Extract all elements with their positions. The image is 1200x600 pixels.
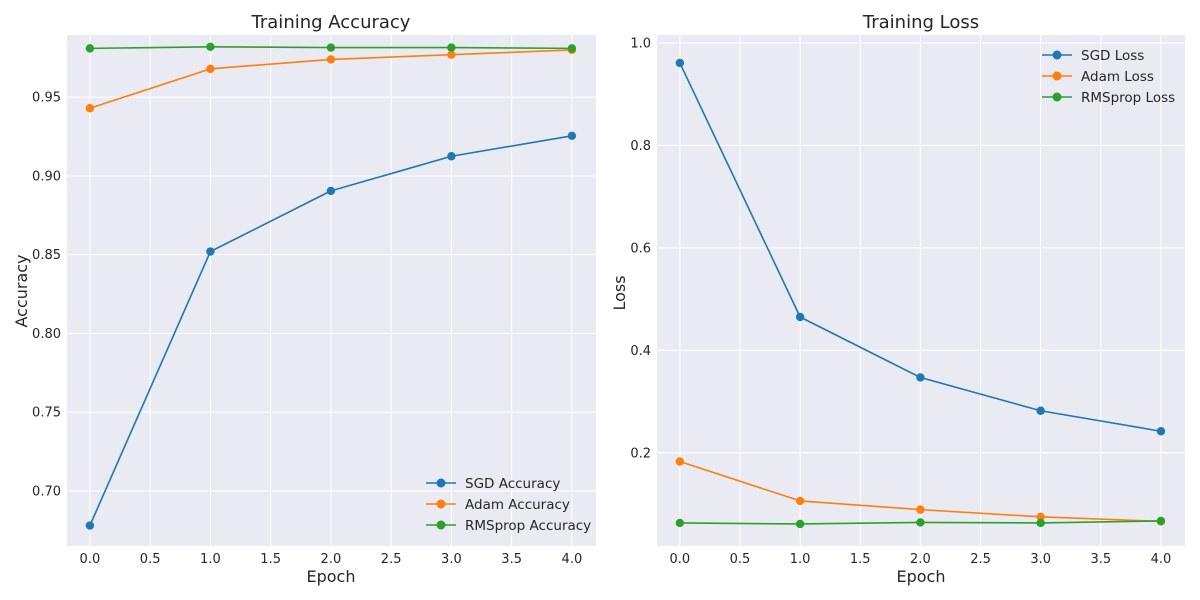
loss-x-tick-label: 4.0	[1151, 552, 1172, 567]
loss-rmsprop-point	[1156, 516, 1166, 526]
accuracy-legend-sgd-label: SGD Accuracy	[465, 476, 560, 492]
loss-x-tick-label: 3.0	[1030, 552, 1051, 567]
loss-adam-point	[795, 496, 805, 506]
loss-legend-rmsprop-label: RMSprop Loss	[1081, 90, 1175, 106]
accuracy-x-tick-label: 2.5	[381, 552, 402, 567]
loss-adam-point	[916, 505, 925, 514]
loss-y-tick-label: 0.2	[630, 446, 651, 461]
loss-adam-point	[1036, 512, 1045, 521]
loss-x-tick-label: 0.5	[730, 552, 751, 567]
accuracy-x-tick-label: 0.0	[80, 552, 101, 567]
loss-plot-area	[657, 35, 1185, 546]
accuracy-rmsprop-point	[447, 43, 456, 52]
loss-rmsprop-point	[675, 518, 685, 528]
loss-y-tick-label: 0.6	[630, 241, 651, 256]
accuracy-y-axis-label: Accuracy	[12, 254, 31, 327]
accuracy-y-tick-label: 0.75	[32, 406, 61, 421]
loss-legend: SGD Loss Adam Loss RMSprop Loss	[1042, 48, 1175, 106]
loss-sgd-point	[916, 373, 925, 382]
accuracy-x-tick-label: 3.0	[441, 552, 462, 567]
loss-adam-point	[675, 457, 685, 466]
accuracy-chart: 0.0 0.5 1.0 1.5 2.0 2.5 3.0 3.5 4.0 0.70 0.75 0.80…	[12, 12, 596, 586]
accuracy-adam-point	[447, 50, 456, 59]
accuracy-x-ticks: 0.0 0.5 1.0 1.5 2.0 2.5 3.0 3.5 4.0	[80, 552, 583, 567]
accuracy-sgd-point	[326, 186, 336, 196]
accuracy-x-tick-label: 3.5	[501, 552, 522, 567]
accuracy-y-ticks: 0.70 0.75 0.80 0.85 0.90 0.95	[32, 91, 61, 500]
loss-grid	[657, 35, 1185, 546]
loss-legend-item-sgd: SGD Loss	[1042, 48, 1144, 64]
loss-chart-title: Training Loss	[862, 12, 979, 33]
accuracy-adam-point	[206, 64, 215, 74]
accuracy-series-layer	[85, 42, 577, 530]
loss-sgd-point	[1156, 427, 1166, 436]
loss-sgd-point	[1036, 406, 1045, 415]
loss-x-tick-label: 2.0	[910, 552, 931, 567]
loss-legend-item-rmsprop: RMSprop Loss	[1042, 90, 1175, 106]
loss-sgd-point	[675, 58, 685, 68]
accuracy-rmsprop-point	[206, 42, 215, 52]
loss-y-ticks: 0.2 0.4 0.6 0.8 1.0	[630, 36, 651, 461]
accuracy-legend: SGD Accuracy Adam Accuracy RMSprop Accur…	[426, 476, 591, 534]
loss-legend-rmsprop-marker	[1052, 92, 1062, 102]
accuracy-legend-adam-marker	[436, 499, 446, 509]
accuracy-sgd-point	[206, 247, 215, 256]
loss-rmsprop-point	[795, 519, 805, 529]
loss-y-tick-label: 0.8	[630, 139, 651, 154]
accuracy-legend-item-sgd: SGD Accuracy	[426, 476, 560, 492]
loss-x-tick-label: 2.5	[970, 552, 991, 567]
loss-rmsprop-point	[1036, 518, 1045, 528]
accuracy-y-tick-label: 0.85	[32, 248, 61, 263]
accuracy-rmsprop-point	[567, 44, 577, 53]
loss-x-tick-label: 3.5	[1090, 552, 1111, 567]
loss-x-ticks: 0.0 0.5 1.0 1.5 2.0 2.5 3.0 3.5 4.0	[670, 552, 1172, 567]
accuracy-x-axis-label: Epoch	[307, 567, 356, 586]
accuracy-y-tick-label: 0.70	[32, 484, 61, 499]
accuracy-legend-rmsprop-marker	[436, 520, 446, 530]
loss-x-tick-label: 1.5	[850, 552, 871, 567]
loss-legend-adam-marker	[1052, 71, 1062, 81]
accuracy-plot-area	[67, 35, 596, 546]
accuracy-y-tick-label: 0.80	[32, 327, 61, 342]
accuracy-adam-point	[326, 55, 336, 64]
accuracy-legend-item-rmsprop: RMSprop Accuracy	[426, 518, 591, 534]
loss-chart: 0.0 0.5 1.0 1.5 2.0 2.5 3.0 3.5 4.0 0.2 0.4 0.6 0.8…	[610, 12, 1185, 586]
accuracy-x-tick-label: 0.5	[140, 552, 161, 567]
loss-y-tick-label: 1.0	[630, 36, 651, 51]
accuracy-legend-sgd-marker	[436, 478, 446, 488]
accuracy-y-tick-label: 0.90	[32, 169, 61, 184]
accuracy-legend-rmsprop-label: RMSprop Accuracy	[465, 518, 591, 534]
loss-legend-adam-label: Adam Loss	[1081, 69, 1154, 85]
loss-legend-sgd-label: SGD Loss	[1081, 48, 1144, 64]
accuracy-y-tick-label: 0.95	[32, 91, 61, 106]
accuracy-sgd-point	[447, 152, 456, 161]
accuracy-x-tick-label: 4.0	[562, 552, 583, 567]
loss-x-tick-label: 1.0	[790, 552, 811, 567]
accuracy-legend-item-adam: Adam Accuracy	[426, 497, 570, 513]
loss-sgd-point	[795, 312, 805, 322]
loss-x-tick-label: 0.0	[670, 552, 691, 567]
loss-x-axis-label: Epoch	[897, 567, 946, 586]
accuracy-x-tick-label: 1.0	[200, 552, 221, 567]
accuracy-adam-point	[85, 104, 95, 113]
accuracy-sgd-point	[85, 521, 95, 530]
loss-legend-item-adam: Adam Loss	[1042, 69, 1154, 85]
accuracy-grid	[67, 35, 596, 546]
loss-legend-sgd-marker	[1052, 50, 1062, 60]
loss-y-axis-label: Loss	[610, 275, 629, 310]
accuracy-sgd-point	[567, 131, 577, 140]
accuracy-rmsprop-point	[85, 44, 95, 53]
loss-rmsprop-point	[916, 518, 925, 527]
loss-y-tick-label: 0.4	[630, 344, 651, 359]
accuracy-x-tick-label: 1.5	[260, 552, 281, 567]
accuracy-rmsprop-point	[326, 43, 336, 52]
accuracy-legend-adam-label: Adam Accuracy	[465, 497, 570, 513]
accuracy-x-tick-label: 2.0	[321, 552, 342, 567]
loss-series-layer	[675, 58, 1166, 529]
accuracy-chart-title: Training Accuracy	[251, 12, 411, 33]
